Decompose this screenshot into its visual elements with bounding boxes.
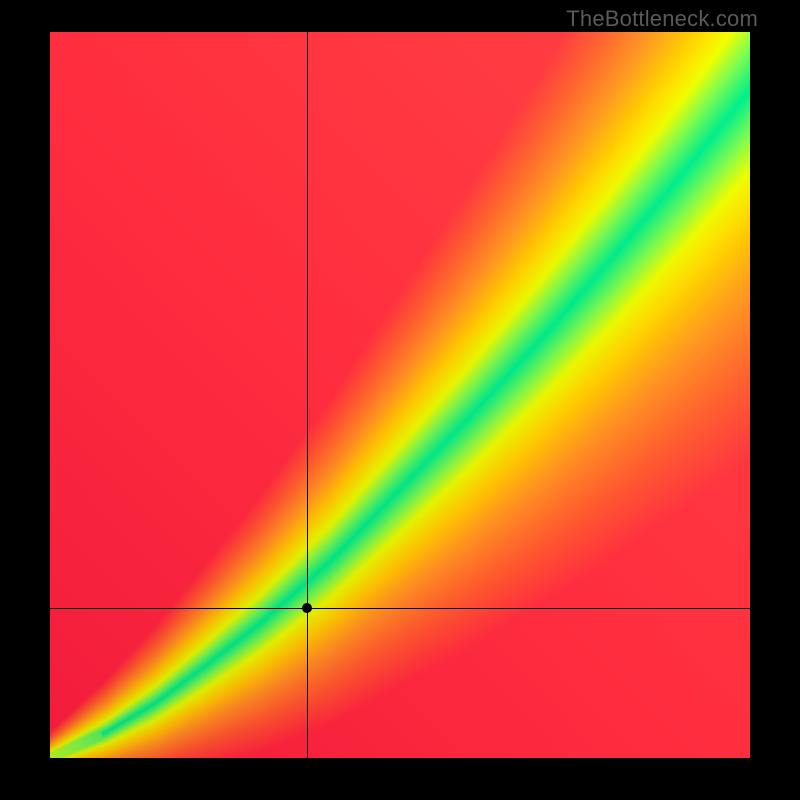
crosshair-vertical	[307, 32, 308, 758]
heatmap-canvas	[50, 32, 750, 758]
crosshair-horizontal	[50, 608, 750, 609]
selection-marker	[302, 603, 312, 613]
bottleneck-heatmap	[50, 32, 750, 758]
watermark-text: TheBottleneck.com	[566, 6, 758, 32]
